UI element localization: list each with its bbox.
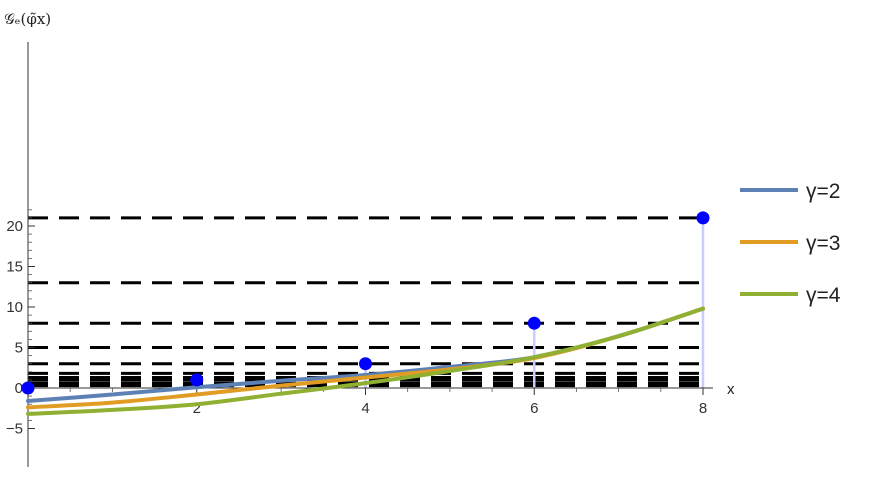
dashed-levels (28, 216, 703, 388)
x-tick-label: 2 (193, 400, 201, 417)
legend-label-1: γ=2 (806, 180, 840, 203)
y-tick-label: 15 (6, 259, 23, 276)
y-tick-label: 10 (6, 299, 23, 316)
data-point-3 (527, 316, 541, 330)
y-tick-label: −5 (6, 421, 23, 438)
x-tick-label: 8 (699, 400, 707, 417)
x-tick-label: 4 (361, 400, 369, 417)
x-tick-label: 6 (530, 400, 538, 417)
data-point-0 (21, 381, 35, 395)
data-point-2 (359, 357, 372, 371)
y-tick-label: 20 (6, 218, 23, 235)
data-points (21, 211, 710, 395)
legend: γ=2 γ=3 γ=4 (740, 180, 841, 307)
series-lines (26, 306, 705, 416)
legend-label-3: γ=4 (806, 284, 841, 307)
legend-label-2: γ=3 (806, 232, 840, 255)
series-line-3 (26, 306, 705, 416)
axes: −5 0 5 10 15 20 2 4 6 8 (6, 42, 713, 467)
x-axis-title: x (727, 381, 735, 398)
data-point-1 (190, 373, 204, 387)
data-point-4 (696, 211, 710, 225)
y-axis-title: 𝒢ₑ(φ̃x) (4, 10, 51, 28)
y-tick-label: 0 (15, 380, 23, 397)
y-tick-label: 5 (15, 340, 23, 357)
